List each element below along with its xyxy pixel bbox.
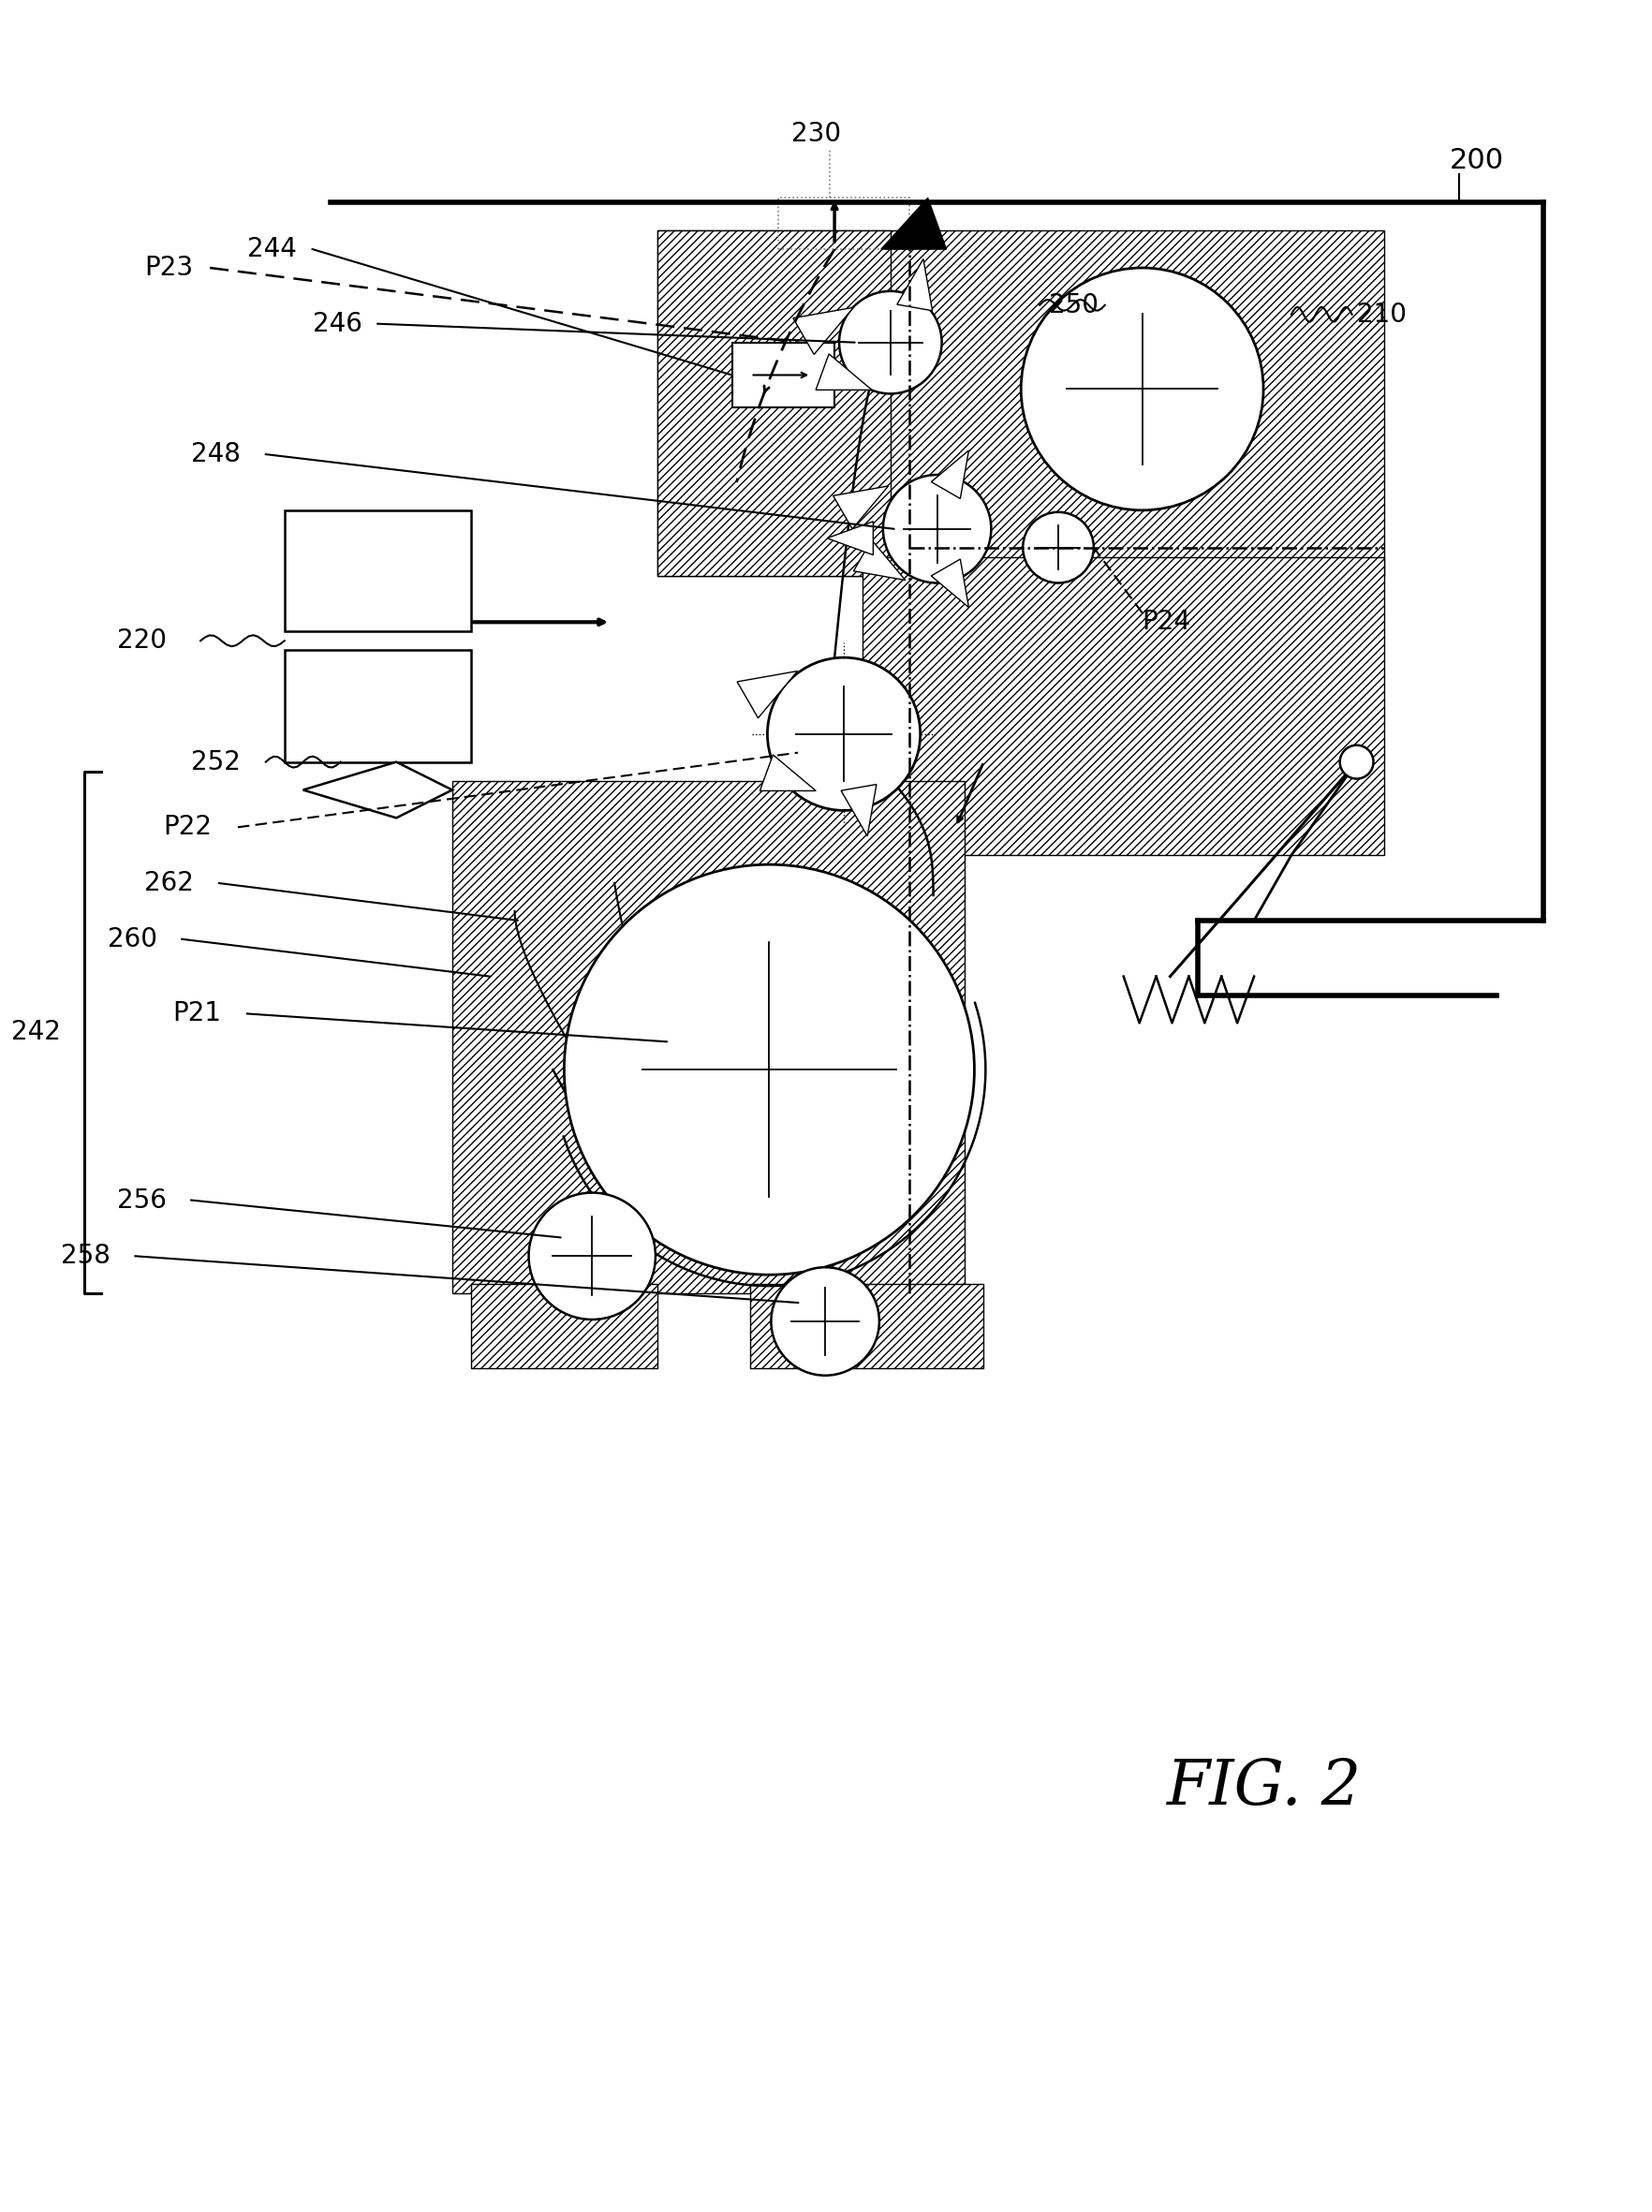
Text: FIG. 2: FIG. 2 xyxy=(1166,1756,1361,1818)
Bar xyxy=(862,557,1384,856)
Bar xyxy=(657,230,1384,575)
Text: 242: 242 xyxy=(12,1020,61,1046)
Text: 246: 246 xyxy=(312,310,362,336)
Circle shape xyxy=(563,865,975,1274)
Circle shape xyxy=(771,1267,879,1376)
Circle shape xyxy=(839,292,942,394)
Polygon shape xyxy=(760,754,816,792)
Polygon shape xyxy=(881,197,947,250)
Text: 258: 258 xyxy=(61,1243,111,1270)
Text: 220: 220 xyxy=(117,628,167,655)
Text: 230: 230 xyxy=(791,119,841,146)
Polygon shape xyxy=(793,307,854,354)
Circle shape xyxy=(768,657,920,810)
Bar xyxy=(732,343,834,407)
Polygon shape xyxy=(302,761,453,818)
Polygon shape xyxy=(897,259,932,310)
Polygon shape xyxy=(854,540,905,580)
Circle shape xyxy=(1021,268,1264,511)
Polygon shape xyxy=(841,785,877,836)
Text: 256: 256 xyxy=(117,1188,167,1212)
Bar xyxy=(471,1285,657,1367)
Polygon shape xyxy=(833,487,889,529)
Bar xyxy=(284,650,471,761)
Text: 260: 260 xyxy=(107,927,157,951)
Text: 250: 250 xyxy=(1049,292,1099,319)
Bar xyxy=(453,781,965,1294)
Circle shape xyxy=(884,476,991,584)
Circle shape xyxy=(1023,513,1094,584)
Text: 252: 252 xyxy=(192,750,241,774)
Bar xyxy=(657,230,890,575)
Text: P24: P24 xyxy=(1142,608,1191,635)
Text: P21: P21 xyxy=(172,1000,221,1026)
Text: 244: 244 xyxy=(248,237,297,263)
Text: 210: 210 xyxy=(1356,301,1406,327)
Bar xyxy=(750,1285,983,1367)
Text: P23: P23 xyxy=(145,254,193,281)
Polygon shape xyxy=(932,560,968,608)
Polygon shape xyxy=(828,522,874,555)
Bar xyxy=(778,197,909,250)
Text: 200: 200 xyxy=(1450,148,1505,175)
Bar xyxy=(284,511,471,630)
Circle shape xyxy=(529,1192,656,1321)
Polygon shape xyxy=(932,451,968,498)
Polygon shape xyxy=(816,354,872,389)
Text: 262: 262 xyxy=(145,869,193,896)
Circle shape xyxy=(1340,745,1373,779)
Text: P22: P22 xyxy=(164,814,211,841)
Polygon shape xyxy=(737,670,798,719)
Text: 248: 248 xyxy=(192,440,241,467)
